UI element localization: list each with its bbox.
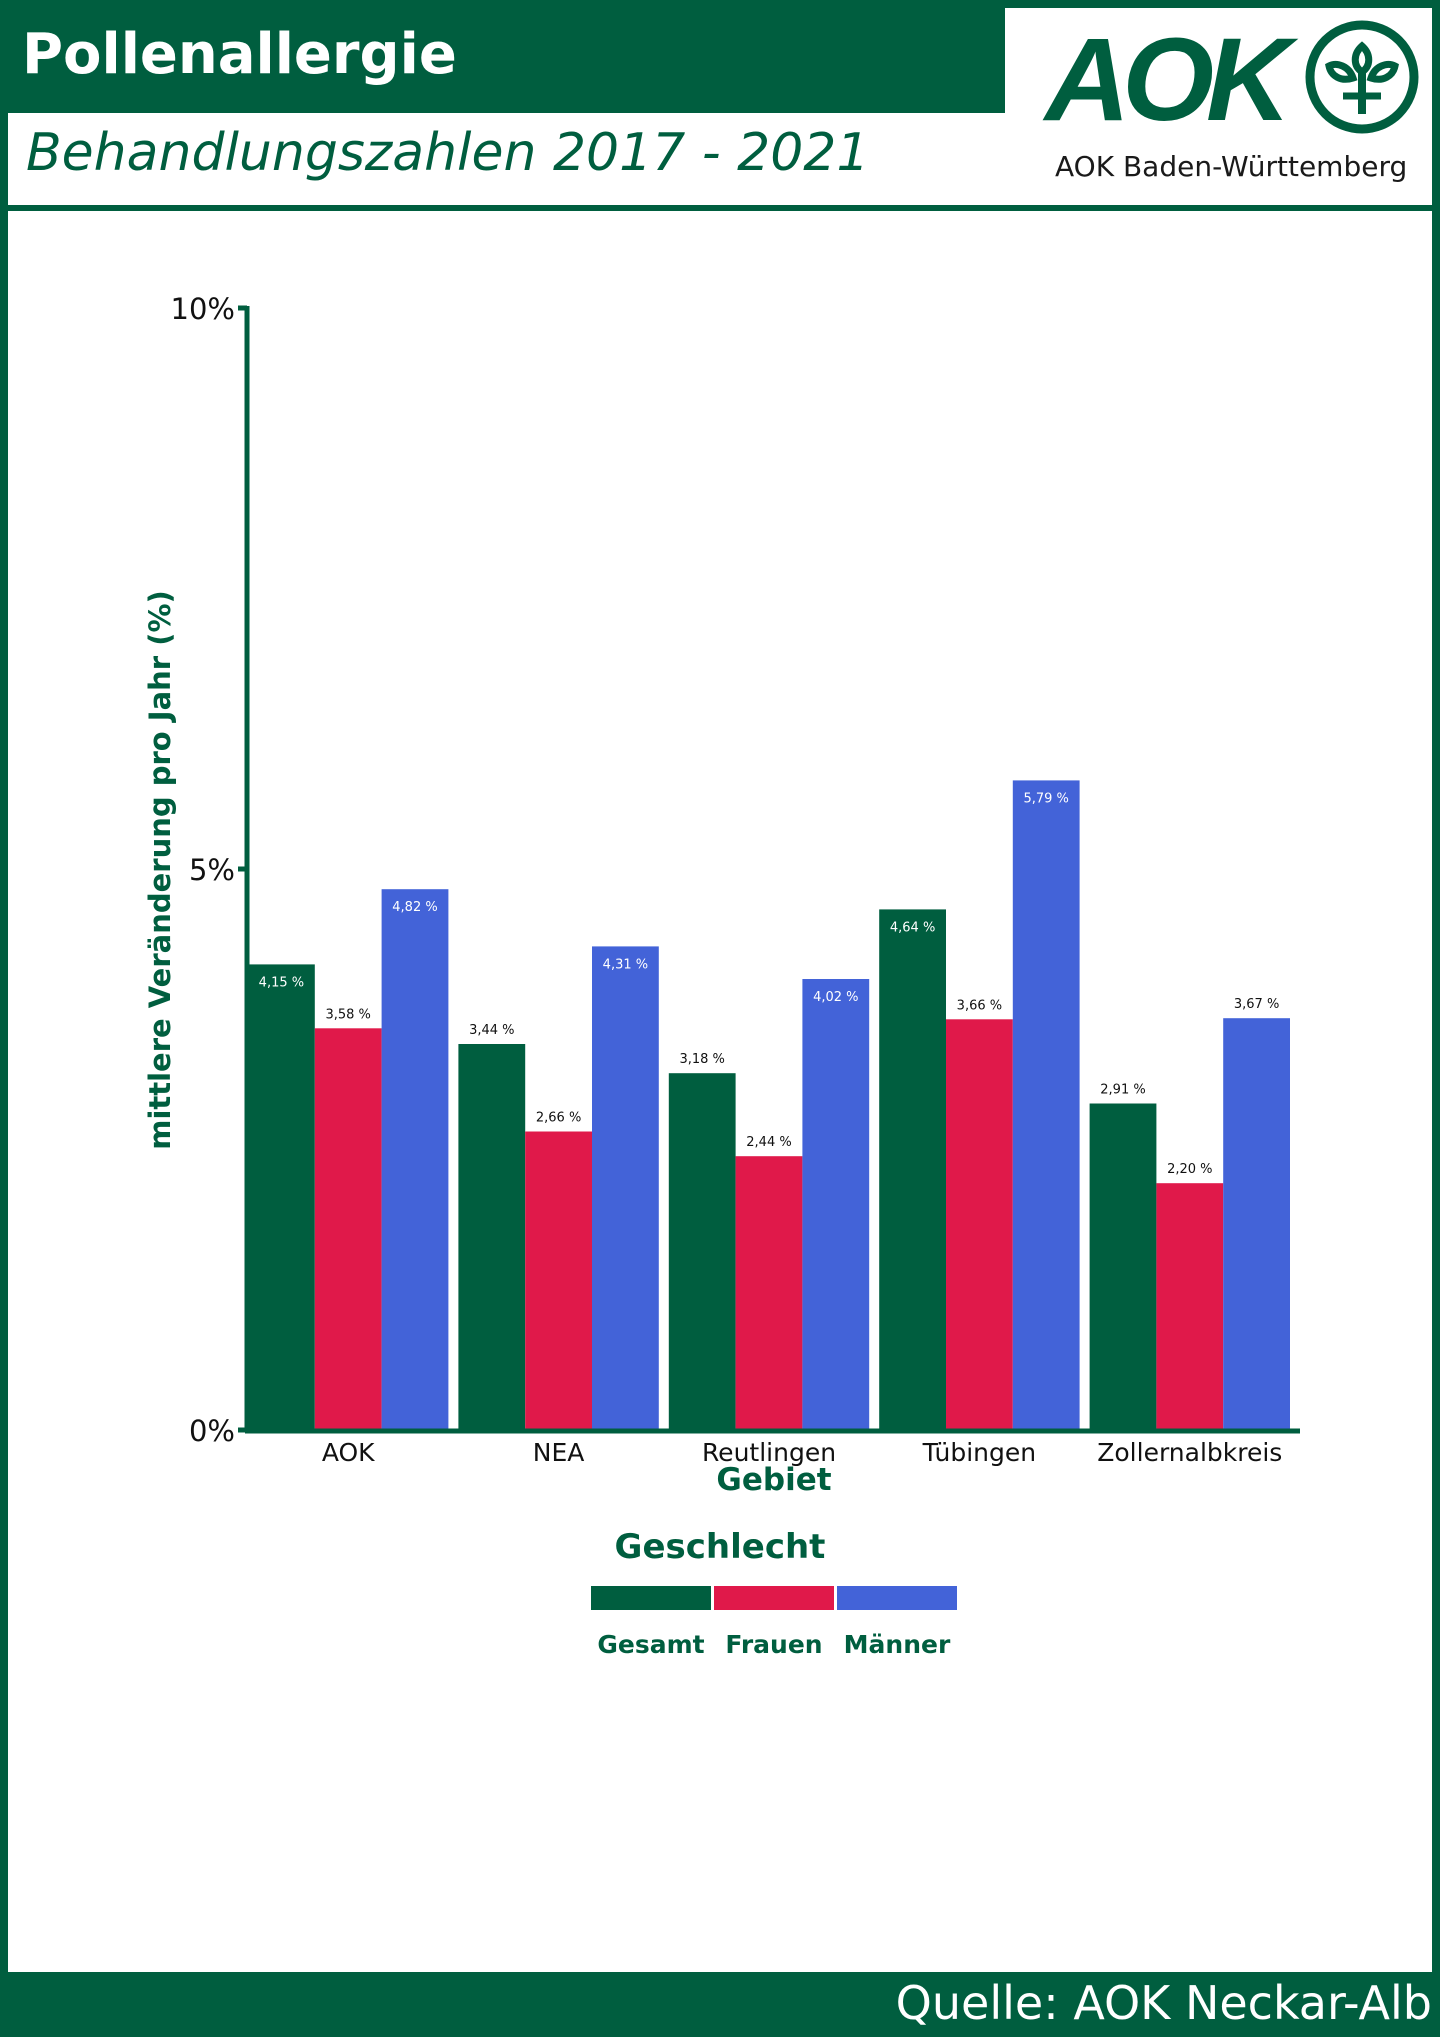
y-tick-label: 5% <box>189 853 235 887</box>
data-label: 4,82 % <box>392 900 437 915</box>
data-label: 4,31 % <box>603 957 648 972</box>
data-label: 5,79 % <box>1023 791 1068 806</box>
logo-wordmark: AOK <box>1045 14 1291 146</box>
x-tick-label: AOK <box>322 1438 375 1467</box>
x-tick-label: Tübingen <box>922 1438 1036 1467</box>
source-note: Quelle: AOK Neckar-Alb <box>895 1976 1432 2030</box>
bar-frauen <box>946 1019 1013 1430</box>
data-label: 4,15 % <box>259 975 304 990</box>
bar-gesamt <box>1089 1103 1157 1430</box>
bar-männer <box>381 889 449 1430</box>
bar-männer <box>1223 1018 1290 1430</box>
data-label: 3,44 % <box>469 1023 514 1038</box>
legend-title: Geschlecht <box>614 1527 826 1567</box>
y-tick-label: 0% <box>189 1414 235 1448</box>
aok-tree-emblem-icon <box>1305 20 1419 134</box>
bar-frauen <box>525 1131 592 1430</box>
legend-label: Frauen <box>725 1630 822 1659</box>
data-label: 2,20 % <box>1167 1162 1212 1177</box>
bar-männer <box>592 946 659 1430</box>
data-label: 2,91 % <box>1100 1083 1145 1098</box>
bar-frauen <box>1156 1183 1224 1430</box>
x-tick-label: NEA <box>533 1438 585 1467</box>
data-label: 2,44 % <box>746 1135 791 1150</box>
legend-label: Gesamt <box>597 1630 704 1659</box>
page-subtitle: Behandlungszahlen 2017 - 2021 <box>26 123 870 183</box>
bar-frauen <box>314 1028 382 1430</box>
y-axis-title: mittlere Veränderung pro Jahr (%) <box>143 590 177 1150</box>
footer-bar <box>0 1972 1440 2037</box>
bar-männer <box>802 979 870 1430</box>
data-label: 3,58 % <box>325 1007 370 1022</box>
bar-männer <box>1012 780 1080 1430</box>
title-bar: Pollenallergie <box>0 0 1005 113</box>
data-label: 4,02 % <box>813 990 858 1005</box>
data-label: 4,64 % <box>890 920 935 935</box>
data-label: 2,66 % <box>536 1111 581 1126</box>
legend-label: Männer <box>844 1630 951 1659</box>
x-tick-label: Reutlingen <box>702 1438 836 1467</box>
bar-gesamt <box>668 1073 736 1430</box>
legend-swatch-männer <box>837 1586 957 1610</box>
y-tick-label: 10% <box>171 292 235 326</box>
legend-swatch-frauen <box>714 1586 834 1610</box>
x-tick-label: Zollernalbkreis <box>1097 1438 1282 1467</box>
bar-gesamt <box>458 1044 526 1430</box>
bar-gesamt <box>879 909 946 1430</box>
x-axis-title: Gebiet <box>716 1462 831 1498</box>
data-label: 3,18 % <box>679 1052 724 1067</box>
bar-frauen <box>735 1156 803 1430</box>
aok-logo: AOK AOK Baden-Württemberg <box>1005 8 1432 205</box>
bar-chart: 4,15 % 3,58 % 4,82 % AOK 3,44 % 2,66 % 4,31 % N… <box>143 292 1300 1659</box>
logo-caption: AOK Baden-Württemberg <box>1055 150 1408 183</box>
data-label: 3,66 % <box>957 998 1002 1013</box>
data-label: 3,67 % <box>1234 997 1279 1012</box>
bar-gesamt <box>248 964 315 1430</box>
header-divider <box>0 205 1440 211</box>
page-title: Pollenallergie <box>22 22 457 87</box>
legend-swatch-gesamt <box>591 1586 711 1610</box>
